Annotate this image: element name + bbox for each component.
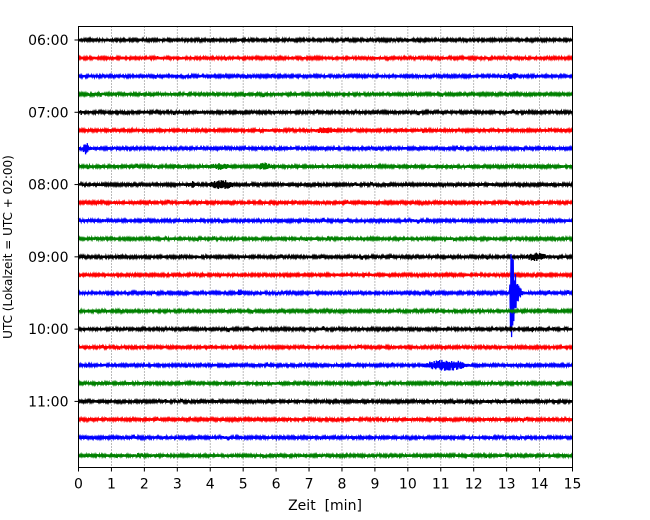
- y-tick-label: 06:00: [28, 33, 68, 49]
- trace-line: [77, 415, 574, 424]
- trace-line: [77, 72, 574, 81]
- trace-line: [77, 307, 574, 315]
- x-tick-label: 8: [338, 477, 347, 493]
- trace-line: [77, 252, 574, 262]
- trace-line: [77, 180, 574, 190]
- trace-line: [77, 216, 574, 225]
- trace-line: [77, 325, 574, 334]
- trace-line: [77, 234, 574, 243]
- x-tick-label: 6: [272, 477, 281, 493]
- x-tick-label: 13: [498, 477, 516, 493]
- x-tick-label: 3: [173, 477, 182, 493]
- trace-line: [77, 451, 574, 460]
- y-tick-label: 11:00: [28, 394, 68, 410]
- y-tick-label: 07:00: [28, 105, 68, 121]
- y-tick-label: 09:00: [28, 250, 68, 266]
- x-tick-label: 1: [107, 477, 116, 493]
- x-tick-label: 4: [206, 477, 215, 493]
- x-tick-label: 14: [531, 477, 549, 493]
- trace-line: [77, 54, 574, 63]
- trace-line: [77, 433, 574, 442]
- y-tick-label: 10:00: [28, 322, 68, 338]
- trace-line: [77, 108, 574, 117]
- trace-line: [77, 162, 574, 171]
- x-tick-label: 12: [465, 477, 483, 493]
- x-tick-label: 10: [399, 477, 417, 493]
- x-tick-label: 7: [305, 477, 314, 493]
- x-axis-label: Zeit [min]: [288, 498, 362, 514]
- plot-frame: [78, 26, 573, 468]
- x-tick-label: 0: [74, 477, 83, 493]
- y-axis-label: UTC (Lokalzeit = UTC + 02:00): [1, 155, 15, 339]
- seismic-traces: [77, 36, 574, 460]
- trace-line: [77, 90, 574, 99]
- trace-line: [77, 397, 574, 406]
- x-axis: 0 1 2 3 4 5 6 7 8 9 10 11 12 13 14 15: [74, 467, 582, 493]
- trace-line: [77, 379, 574, 388]
- x-tick-label: 11: [432, 477, 450, 493]
- trace-line: [77, 126, 574, 135]
- trace-line: [77, 253, 574, 338]
- y-tick-label: 08:00: [28, 178, 68, 194]
- trace-line: [77, 343, 574, 352]
- x-tick-label: 9: [370, 477, 379, 493]
- trace-line: [77, 271, 574, 279]
- x-tick-label: 2: [140, 477, 149, 493]
- trace-line: [77, 143, 574, 155]
- y-axis: 06:00 07:00 08:00 09:00 10:00 11:00: [28, 33, 79, 410]
- x-tick-label: 15: [564, 477, 582, 493]
- x-tick-label: 5: [239, 477, 248, 493]
- trace-line: [77, 198, 574, 207]
- trace-line: [77, 36, 574, 44]
- trace-line: [77, 359, 574, 371]
